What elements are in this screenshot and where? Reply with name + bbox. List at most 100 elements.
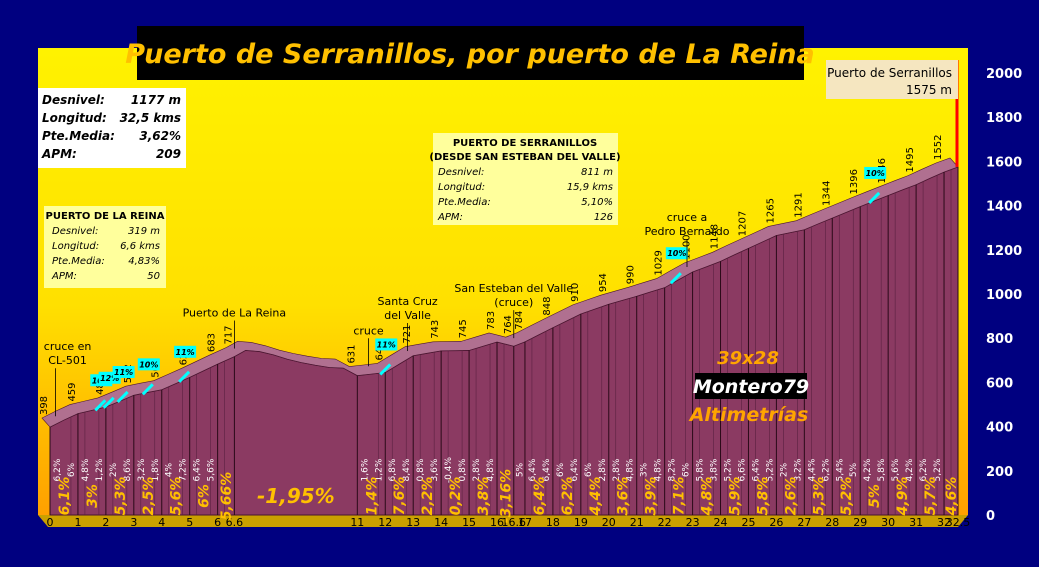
x-tick-label: 12: [378, 516, 392, 529]
segment-slope-label: 8,6%: [123, 458, 133, 481]
elevation-label: 954: [598, 273, 609, 292]
segment-slope-label: 5,8%: [696, 458, 706, 481]
reina-key: Desnivel:: [52, 226, 98, 237]
place-label: Pedro Bernardo: [645, 225, 730, 238]
serranillos-box: [433, 133, 618, 225]
km-slope-label: 1,4%: [364, 477, 380, 516]
elevation-label: 1552: [933, 135, 944, 160]
steep-segment-mark: [178, 370, 191, 383]
km-slope-label: -1,95%: [257, 484, 335, 508]
segment-slope-label: 6,4%: [528, 458, 538, 481]
km-slope-label: 7,1%: [672, 477, 688, 516]
serranillos-value: 15,9 kms: [567, 182, 613, 193]
place-label: cruce en: [44, 340, 92, 353]
elevation-label: 1265: [765, 198, 776, 223]
km-slope-label: 5,9%: [727, 477, 743, 516]
km-slope-label: 4,6%: [944, 477, 960, 517]
segment-slope-label: 2,8%: [472, 458, 482, 481]
segment-slope-label: 1,6%: [360, 458, 370, 481]
segment-slope-label: 4,2%: [863, 458, 873, 481]
serranillos-key: Longitud:: [438, 182, 485, 193]
segment-slope-label: 5,2%: [724, 458, 734, 481]
elevation-label: 848: [542, 296, 553, 315]
segment-slope-label: 6,2%: [821, 458, 831, 481]
reina-box: [44, 206, 166, 288]
place-label: cruce a: [667, 211, 708, 224]
reina-value: 319 m: [128, 226, 160, 237]
steep-segment-mark: [94, 399, 107, 412]
steep-badge-label: 11%: [114, 368, 133, 377]
elevation-label: 1396: [849, 169, 860, 194]
place-label: Santa Cruz: [378, 295, 438, 308]
steep-segment-mark: [102, 396, 115, 409]
steep-badge-label: 12%: [100, 374, 119, 383]
elevation-label: 1029: [654, 250, 665, 275]
km-slope-label: 5%: [867, 484, 883, 508]
summary-box: [38, 88, 186, 168]
x-tick-label: 30: [881, 516, 895, 529]
x-tick-label: 6.6: [226, 516, 244, 529]
x-tick-label: 27: [797, 516, 811, 529]
elevation-label: 990: [626, 265, 637, 284]
plot-floor: [38, 515, 968, 527]
segment-slope-label: 6,4%: [542, 458, 552, 481]
steep-segment-mark: [868, 191, 881, 205]
steep-badge: [864, 166, 887, 179]
steep-badge: [112, 365, 135, 378]
reina-value: 4,83%: [128, 256, 160, 267]
steep-segment-mark: [669, 272, 682, 285]
steep-badge-label: 11%: [377, 340, 396, 349]
steep-segment-mark: [116, 390, 129, 404]
segment-slope-label: 5%: [515, 462, 525, 477]
reina-key: Pte.Media:: [52, 256, 105, 267]
segment-slope-label: 8,2%: [668, 458, 678, 481]
x-tick-label: 29: [853, 516, 867, 529]
km-slope-label: 5,3%: [113, 477, 129, 516]
segment-slope-label: 1,2%: [95, 458, 105, 481]
km-slope-label: 7,6%: [392, 477, 408, 516]
x-tick-label: 23: [686, 516, 700, 529]
km-slope-label: 5,6%: [169, 477, 185, 516]
segment-slope-label: -0,4%: [444, 457, 454, 484]
serranillos-title: PUERTO DE SERRANILLOS: [453, 138, 597, 149]
y-tick-label: 1400: [986, 200, 1022, 215]
elevation-label: 631: [346, 344, 357, 363]
elevation-label: 743: [430, 320, 441, 339]
summary-key: APM:: [41, 147, 77, 161]
x-tick-label: 13: [406, 516, 420, 529]
elevation-label: 1291: [793, 192, 804, 217]
x-tick-label: 16.6: [502, 516, 527, 529]
segment-slope-label: 6,2%: [919, 458, 929, 481]
x-tick-label: 16: [490, 516, 504, 529]
km-slope-label: 3,9%: [644, 477, 660, 516]
y-tick-label: 1800: [986, 111, 1022, 126]
segment-slope-label: 5,2%: [765, 458, 775, 481]
km-slope-label: 6,2%: [560, 477, 576, 516]
segment-slope-label: 8,4%: [402, 458, 412, 481]
km-slope-label: 0,2%: [448, 477, 464, 516]
summit-altitude: 1575 m: [906, 83, 952, 97]
summary-value: 1177 m: [131, 93, 181, 107]
segment-slope-label: 6,6%: [737, 458, 747, 481]
segment-slope-label: 5,4%: [835, 458, 845, 481]
x-tick-label: 0: [47, 516, 54, 529]
elevation-label: 1344: [821, 181, 832, 206]
x-tick-label: 32: [937, 516, 951, 529]
segment-slope-label: 1,8%: [151, 458, 161, 481]
y-tick-label: 1200: [986, 244, 1022, 259]
segment-slope-label: 4,8%: [81, 458, 91, 481]
x-tick-label: 4: [158, 516, 165, 529]
segment-slope-label: 2%: [109, 462, 119, 477]
y-tick-label: 600: [986, 376, 1013, 391]
steep-badge-label: 10%: [139, 360, 158, 369]
segment-slope-label: 4,4%: [807, 458, 817, 481]
author-name: Montero79: [693, 376, 809, 398]
segment-slope-label: 7,2%: [179, 458, 189, 481]
elevation-label: 910: [570, 283, 581, 302]
km-slope-label: 2,5%: [141, 477, 157, 516]
km-slope-label: 4,9%: [895, 477, 911, 517]
steep-badge: [375, 338, 398, 351]
segment-slope-label: 6%: [682, 462, 692, 477]
x-tick-label: 32.5: [946, 516, 971, 529]
